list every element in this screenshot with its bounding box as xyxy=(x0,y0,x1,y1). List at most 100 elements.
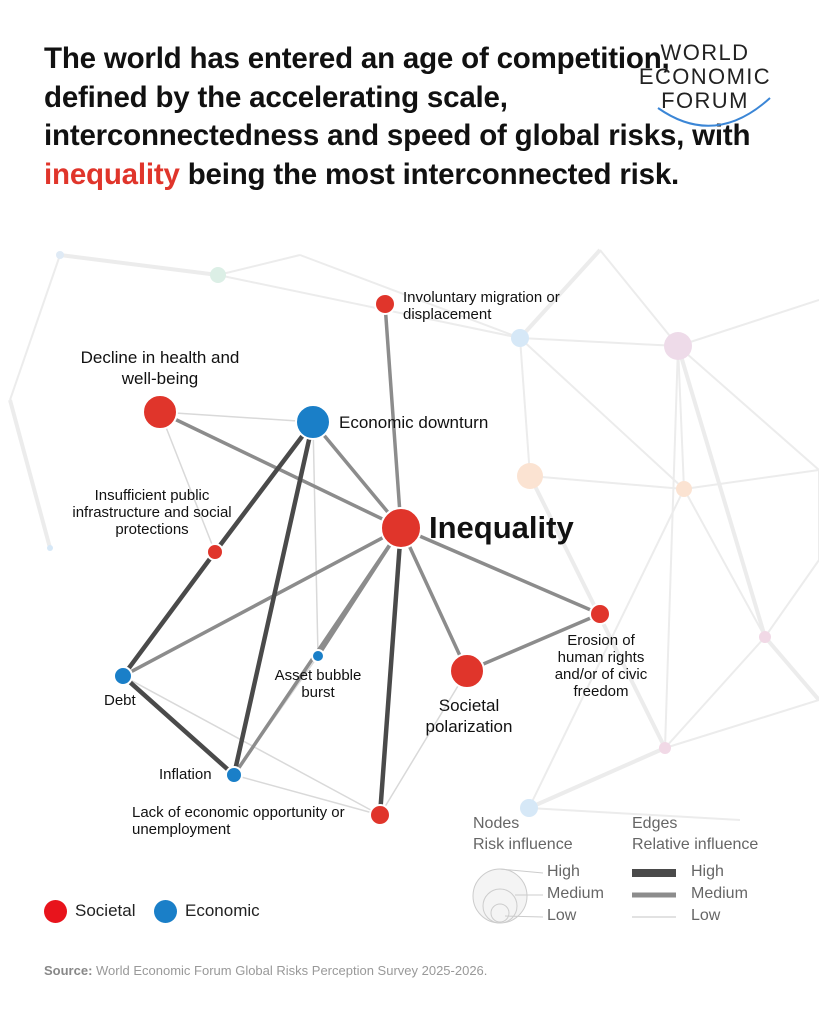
label-inequality: Inequality xyxy=(429,511,574,545)
label-opportunity-text: Lack of economic opportunity or unemploy… xyxy=(132,804,345,838)
logo-line-1: WORLD xyxy=(660,40,750,65)
background-edge xyxy=(677,345,685,490)
background-edge xyxy=(519,337,685,490)
logo-line-3: FORUM xyxy=(661,88,749,113)
nodes xyxy=(113,293,611,826)
edge-polarization-erosion xyxy=(465,612,602,673)
label-erosion-text: Erosion of human rights and/or of civic … xyxy=(554,632,648,700)
headline: The world has entered an age of competit… xyxy=(44,40,764,194)
label-infrastructure: Insufficient public infrastructure and s… xyxy=(66,487,238,538)
background-edge xyxy=(664,345,679,749)
label-polarization-text: Societal polarization xyxy=(425,696,513,736)
legend-societal-label: Societal xyxy=(75,900,136,920)
label-health-text: Decline in health and well-being xyxy=(80,348,240,388)
nodes-key-title-1: Nodes xyxy=(473,815,520,832)
background-edge xyxy=(299,254,521,339)
edge-inequality-bubble xyxy=(316,526,403,658)
source-text: World Economic Forum Global Risks Percep… xyxy=(92,963,488,978)
label-bubble: Asset bubble burst xyxy=(262,667,374,701)
edges-key-title: Edges Relative influence xyxy=(632,813,758,855)
node-erosion xyxy=(589,603,611,625)
node-health xyxy=(142,394,178,430)
background-edge xyxy=(676,345,767,638)
background-node xyxy=(664,332,692,360)
background-edge xyxy=(519,337,679,347)
background-edge xyxy=(664,636,766,749)
source-prefix: Source: xyxy=(44,963,93,978)
economic-dot-icon xyxy=(154,900,177,923)
background-edge xyxy=(519,337,531,477)
label-infrastructure-text: Insufficient public infrastructure and s… xyxy=(72,487,232,538)
background-edge xyxy=(528,746,666,810)
edge-downturn-infrastructure xyxy=(212,419,316,555)
background-edge xyxy=(8,399,52,549)
headline-text-2: being the most interconnected risk. xyxy=(179,157,680,191)
edge-inequality-opportunity xyxy=(377,525,404,818)
nodes-key-title: Nodes Risk influence xyxy=(473,813,573,855)
influence-key xyxy=(472,868,676,924)
edge-inequality-erosion xyxy=(399,526,602,616)
background-node xyxy=(659,742,671,754)
nodes-key-medium: Medium xyxy=(547,885,604,902)
node-downturn xyxy=(295,404,331,440)
background-edge xyxy=(529,475,685,490)
background-edge xyxy=(764,559,819,638)
headline-text-1: The world has entered an age of competit… xyxy=(44,42,751,152)
background-edge xyxy=(677,299,819,347)
background-edge xyxy=(677,345,819,471)
edge-downturn-inflation xyxy=(231,419,316,778)
edge-debt-opportunity xyxy=(122,675,381,816)
edge-inequality-polarization xyxy=(399,526,469,673)
societal-dot-icon xyxy=(44,900,67,923)
background-node xyxy=(210,267,226,283)
legend-item-societal: Societal xyxy=(44,900,135,923)
node-infrastructure xyxy=(206,543,224,561)
label-erosion: Erosion of human rights and/or of civic … xyxy=(546,632,656,700)
legend-item-economic: Economic xyxy=(154,900,260,923)
node-polarization xyxy=(449,653,485,689)
background-edge xyxy=(518,248,602,340)
nodes-key-title-2: Risk influence xyxy=(473,836,573,853)
edges-key-high: High xyxy=(691,863,724,880)
nodes-key-high: High xyxy=(547,863,580,880)
edges xyxy=(120,302,602,818)
background-edge xyxy=(664,699,819,749)
background-node xyxy=(511,329,529,347)
edge-infrastructure-debt xyxy=(120,549,218,679)
edge-inflation-opportunity xyxy=(233,774,381,816)
edge-debt-inflation xyxy=(120,673,237,778)
background-edge xyxy=(528,807,741,821)
label-debt: Debt xyxy=(104,692,136,709)
edge-health-infrastructure xyxy=(159,411,216,553)
background-edge xyxy=(217,254,301,276)
background-node xyxy=(676,481,692,497)
node-opportunity xyxy=(369,804,391,826)
background-node xyxy=(517,463,543,489)
edge-downturn-inequality xyxy=(311,420,403,530)
source-note: Source: World Economic Forum Global Risk… xyxy=(44,963,487,978)
background-edge xyxy=(59,253,219,277)
headline-highlight: inequality xyxy=(44,157,180,191)
edges-key-medium: Medium xyxy=(691,885,748,902)
background-edge xyxy=(599,249,679,347)
edges-key-title-1: Edges xyxy=(632,815,678,832)
key-node-low xyxy=(490,903,510,923)
label-migration: Involuntary migration or displacement xyxy=(403,289,575,323)
node-inflation xyxy=(225,766,243,784)
label-debt-text: Debt xyxy=(104,692,136,709)
edge-migration-inequality xyxy=(383,302,403,530)
background-network xyxy=(8,248,819,821)
background-edge xyxy=(528,488,685,809)
label-downturn: Economic downturn xyxy=(339,412,488,433)
background-edge xyxy=(683,488,766,638)
node-inequality xyxy=(380,507,422,549)
label-downturn-text: Economic downturn xyxy=(339,413,489,432)
edge-polarization-opportunity xyxy=(379,670,468,816)
background-edge xyxy=(763,635,819,702)
label-polarization: Societal polarization xyxy=(408,695,530,737)
edge-health-inequality xyxy=(158,410,403,530)
background-node xyxy=(47,545,53,551)
label-health: Decline in health and well-being xyxy=(70,347,250,389)
edge-inequality-debt xyxy=(121,526,403,678)
